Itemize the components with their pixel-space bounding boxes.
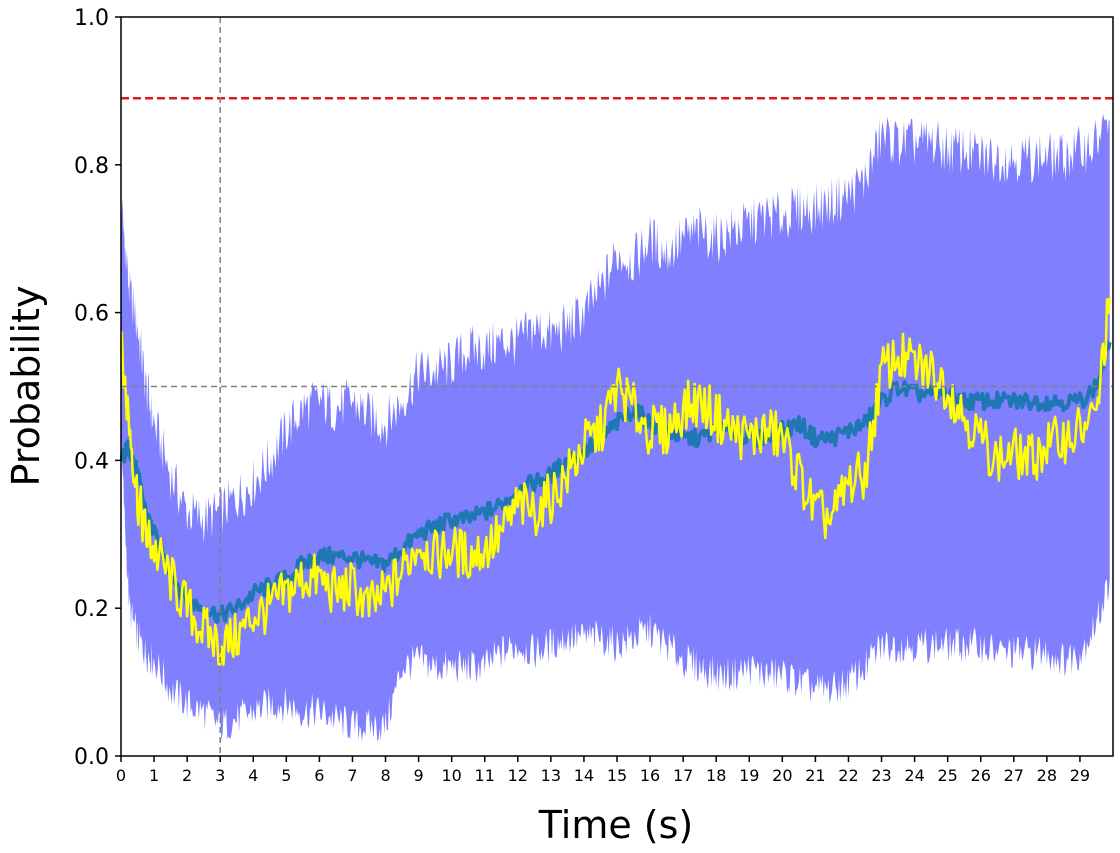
x-tick-label: 6 [314, 766, 324, 785]
x-tick-label: 12 [508, 766, 528, 785]
x-tick-label: 4 [248, 766, 258, 785]
x-tick-label: 17 [673, 766, 693, 785]
x-tick-label: 0 [116, 766, 126, 785]
x-tick-label: 15 [607, 766, 627, 785]
x-tick-label: 2 [182, 766, 192, 785]
y-tick-label: 0.0 [74, 745, 109, 770]
x-tick-label: 14 [574, 766, 594, 785]
x-axis-title: Time (s) [538, 803, 694, 847]
x-tick-label: 26 [971, 766, 991, 785]
x-tick-label: 25 [937, 766, 957, 785]
x-tick-label: 24 [904, 766, 924, 785]
x-tick-label: 11 [475, 766, 495, 785]
y-tick-label: 0.8 [74, 154, 109, 179]
x-tick-label: 10 [441, 766, 461, 785]
plot-area [119, 17, 1113, 756]
series-line-sample [119, 297, 1111, 666]
y-tick-label: 0.6 [74, 302, 109, 327]
y-axis: 0.0 0.2 0.4 0.6 0.8 1.0 [74, 6, 121, 770]
x-axis: 0 1 2 3 4 5 6 7 8 9 10 11 12 13 14 15 16 17 18 19 20 21 22 23 24… [116, 756, 1090, 785]
x-tick-label: 18 [706, 766, 726, 785]
y-tick-label: 1.0 [74, 6, 109, 31]
x-tick-label: 29 [1070, 766, 1090, 785]
x-tick-label: 19 [739, 766, 759, 785]
y-tick-label: 0.4 [74, 449, 109, 474]
x-tick-label: 7 [347, 766, 357, 785]
x-tick-label: 23 [871, 766, 891, 785]
x-tick-label: 21 [805, 766, 825, 785]
x-tick-label: 13 [541, 766, 561, 785]
x-tick-label: 8 [380, 766, 390, 785]
x-tick-label: 5 [281, 766, 291, 785]
x-tick-label: 16 [640, 766, 660, 785]
y-tick-label: 0.2 [74, 597, 109, 622]
x-tick-label: 3 [215, 766, 225, 785]
x-tick-label: 9 [414, 766, 424, 785]
x-tick-label: 1 [149, 766, 159, 785]
x-tick-label: 20 [772, 766, 792, 785]
y-axis-title: Probability [4, 286, 48, 487]
x-tick-label: 28 [1037, 766, 1057, 785]
x-tick-label: 22 [838, 766, 858, 785]
x-tick-label: 27 [1004, 766, 1024, 785]
